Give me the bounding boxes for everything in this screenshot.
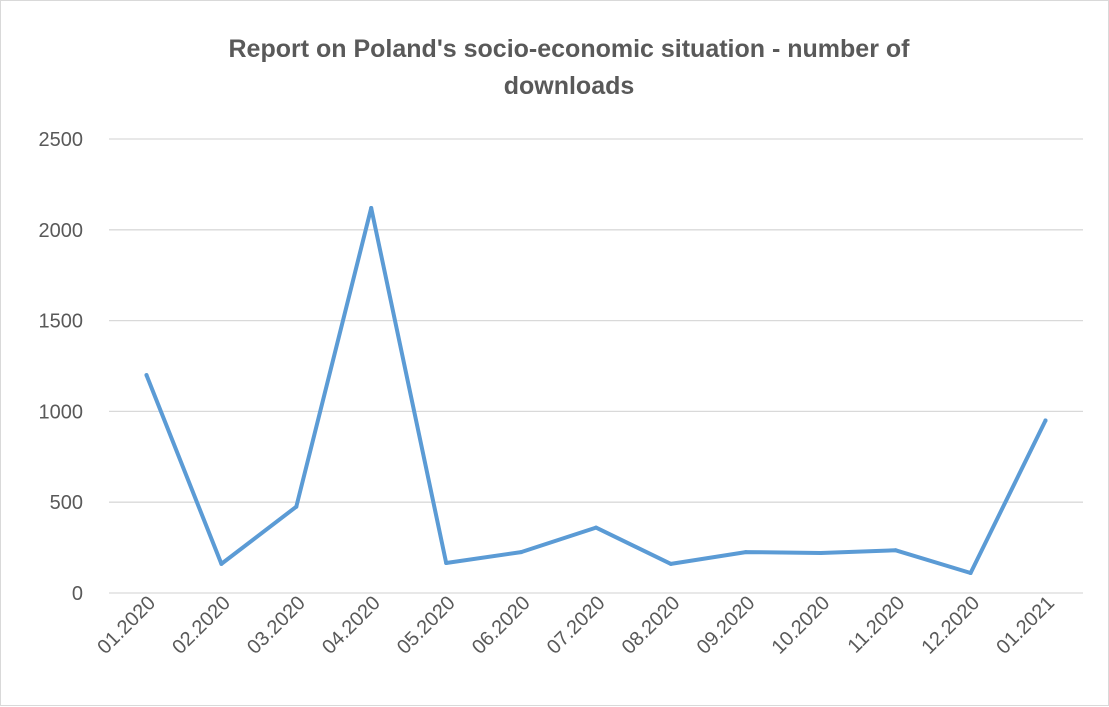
y-tick-label: 500 <box>50 492 83 514</box>
data-point <box>743 550 748 555</box>
y-tick-label: 0 <box>72 583 83 605</box>
data-point <box>968 571 973 575</box>
y-tick-label: 1000 <box>39 401 84 423</box>
gridlines <box>109 138 1083 594</box>
x-tick-label: 07.2020 <box>543 592 610 659</box>
x-tick-label: 06.2020 <box>468 592 535 659</box>
x-tick-label: 02.2020 <box>168 592 235 659</box>
x-tick-label: 12.2020 <box>917 592 984 659</box>
series-layer <box>144 206 1048 575</box>
data-point <box>818 551 823 555</box>
y-tick-label: 2000 <box>39 220 84 242</box>
x-axis-tick-labels: 01.2020 02.2020 03.2020 04.2020 05.2020 06.20… <box>93 592 1059 659</box>
x-tick-label: 10.2020 <box>768 592 835 659</box>
data-point <box>219 561 224 566</box>
x-tick-label: 08.2020 <box>618 592 685 659</box>
data-point <box>1043 418 1048 423</box>
x-tick-label: 09.2020 <box>693 592 760 659</box>
y-axis-tick-labels: 0 500 1000 1500 2000 2500 <box>39 129 84 605</box>
x-tick-label: 04.2020 <box>318 592 385 659</box>
chart-title-line-1: Report on Poland's socio-economic situat… <box>229 35 911 63</box>
data-point <box>444 561 449 565</box>
x-tick-label: 11.2020 <box>844 592 910 658</box>
data-point <box>294 504 299 509</box>
x-tick-label: 05.2020 <box>393 592 460 659</box>
x-tick-label: 01.2020 <box>93 592 160 659</box>
data-point <box>144 373 149 378</box>
data-point <box>893 548 898 553</box>
chart-title-line-2: downloads <box>504 72 635 100</box>
data-point <box>369 206 374 210</box>
data-point <box>668 561 673 566</box>
x-tick-label: 01.2021 <box>992 592 1059 659</box>
y-tick-label: 1500 <box>39 311 84 333</box>
data-point <box>594 525 598 530</box>
x-tick-label: 03.2020 <box>243 592 310 659</box>
y-tick-label: 2500 <box>39 129 84 151</box>
series-line <box>144 206 1048 575</box>
data-point <box>519 550 524 555</box>
